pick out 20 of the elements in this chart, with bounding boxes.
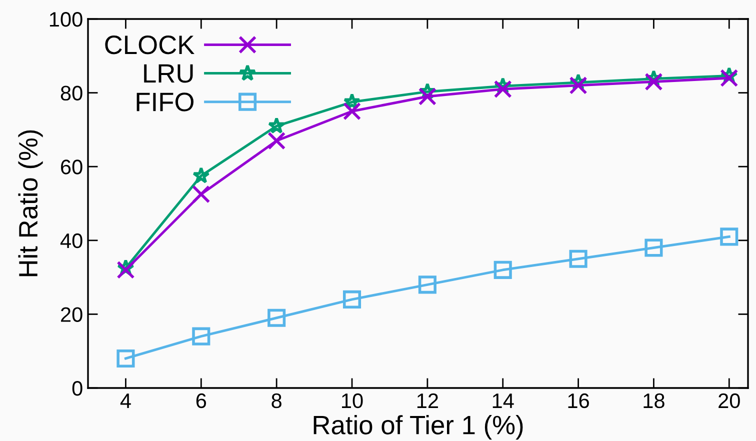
x-tick-label: 16: [568, 393, 589, 408]
y-tick-label: 20: [61, 307, 82, 322]
x-tick-label: 8: [272, 393, 282, 408]
y-tick-label: 40: [60, 233, 82, 248]
legend-label: CLOCK: [105, 36, 194, 54]
y-tick-label: 100: [50, 12, 82, 27]
x-tick-label: 20: [718, 393, 740, 408]
y-axis-title: Hit Ratio (%): [18, 130, 43, 276]
x-tick-label: 18: [644, 393, 664, 408]
x-axis-title: Ratio of Tier 1 (%): [314, 415, 523, 440]
x-tick-label: 12: [417, 393, 438, 408]
x-tick-label: 6: [196, 393, 206, 408]
y-tick-label: 60: [61, 160, 82, 174]
x-tick-label: 10: [342, 393, 363, 408]
legend-label: FIFO: [136, 92, 194, 112]
x-tick-label: 14: [492, 394, 514, 408]
legend-label: LRU: [144, 64, 193, 83]
x-tick-label: 4: [120, 394, 131, 408]
y-tick-label: 0: [72, 381, 82, 396]
y-tick-label: 80: [60, 86, 82, 101]
